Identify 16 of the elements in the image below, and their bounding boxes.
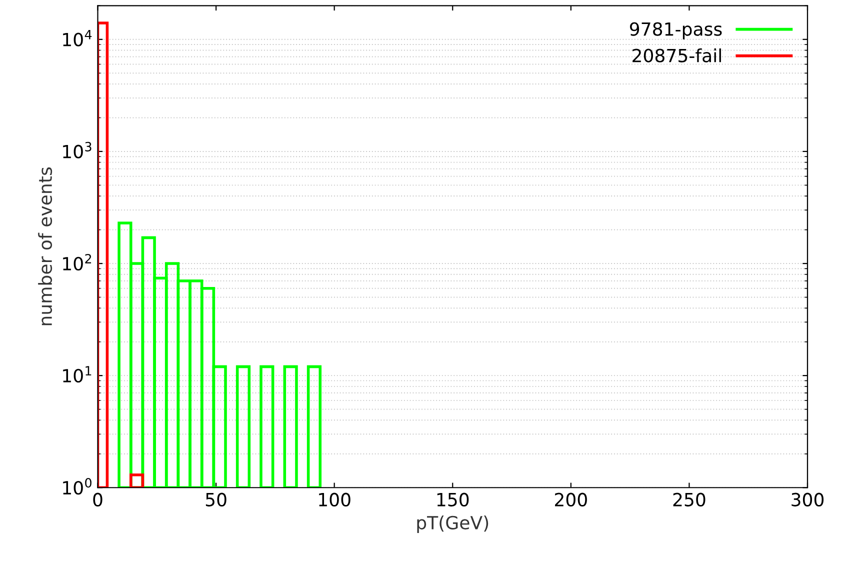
y-axis-title: number of events [38,167,52,326]
x-tick-label: 100 [319,492,350,506]
x-tick-label: 200 [555,492,587,506]
x-tick-label: 300 [792,492,824,506]
y-tick-label: 10$^{0}$ [63,478,92,495]
x-tick-label: 250 [673,492,706,506]
x-tick-label: 0 [93,492,102,506]
legend-label: 20875-fail [632,48,721,62]
x-tick-label: 50 [206,492,226,506]
x-axis-title: pT(GeV) [417,516,488,533]
y-tick-label: 10$^{2}$ [63,254,92,270]
y-tick-label: 10$^{3}$ [63,142,92,158]
y-tick-label: 10$^{4}$ [63,30,92,46]
legend-label: 9781-pass [630,22,722,40]
y-tick-label: 10$^{1}$ [63,366,92,383]
x-tick-label: 150 [437,492,469,506]
